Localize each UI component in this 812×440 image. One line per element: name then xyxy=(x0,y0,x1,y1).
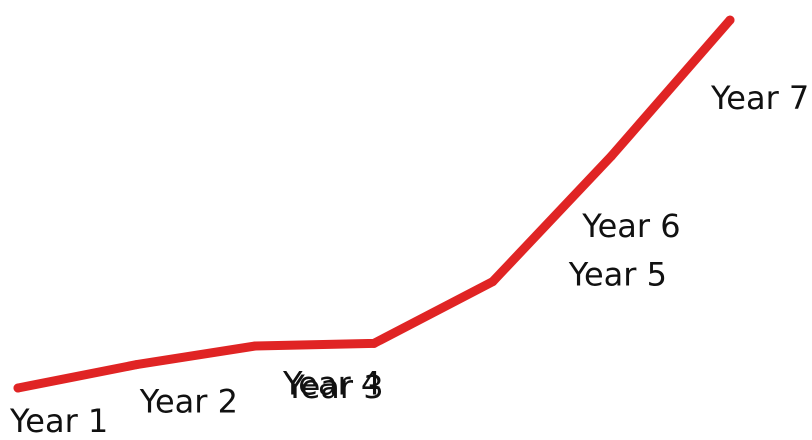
data-point-5 xyxy=(488,277,498,287)
data-point-2 xyxy=(132,360,142,370)
category-label-3: Year 3 xyxy=(284,368,383,406)
data-point-6 xyxy=(606,151,616,161)
category-label-2: Year 2 xyxy=(139,383,238,421)
category-label-6: Year 6 xyxy=(581,207,680,245)
data-point-1 xyxy=(13,383,23,393)
data-point-7 xyxy=(725,15,735,25)
series-line xyxy=(13,15,735,393)
category-label-5: Year 5 xyxy=(568,256,667,294)
data-point-3 xyxy=(250,341,260,351)
category-label-4: Year 4 xyxy=(282,364,381,402)
category-label-7: Year 7 xyxy=(710,79,809,117)
data-point-4 xyxy=(369,338,379,348)
series-line-layer xyxy=(13,15,735,393)
category-label-1: Year 1 xyxy=(9,402,108,440)
